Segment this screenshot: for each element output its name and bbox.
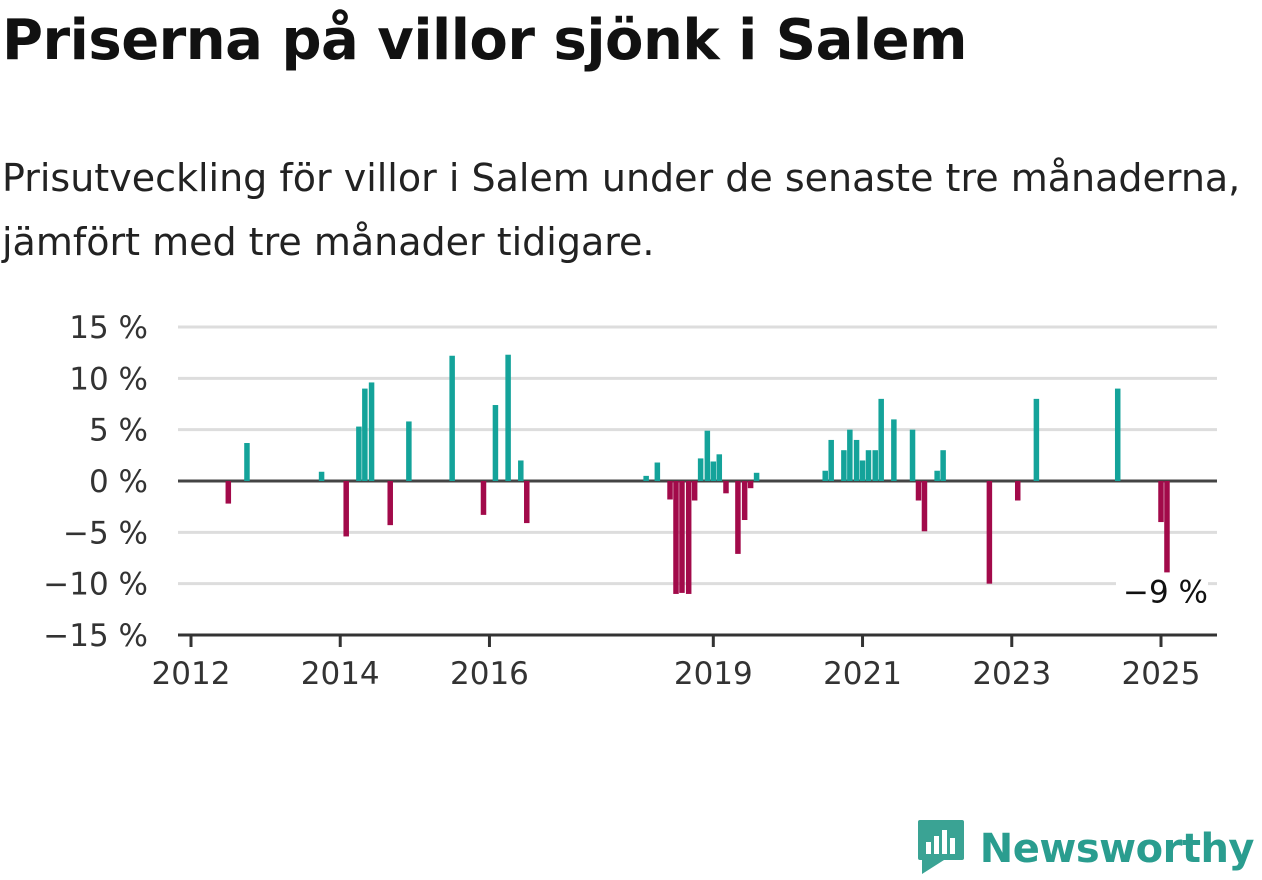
bar <box>1164 481 1170 574</box>
bar <box>368 382 375 481</box>
annotations: −9 % <box>1116 572 1208 615</box>
bar <box>841 450 847 481</box>
bar <box>853 439 860 481</box>
y-tick-label: 10 % <box>69 361 148 397</box>
bar <box>524 481 530 524</box>
bar-chart: 15 %10 %5 %0 %−5 %−10 %−15 % 2012 2014 201… <box>43 310 1217 692</box>
bar <box>891 419 897 481</box>
bar <box>828 439 834 481</box>
bar <box>654 462 661 481</box>
bar <box>685 481 692 594</box>
chart-subtitle: Prisutveckling för villor i Salem under … <box>2 156 1241 264</box>
x-tick-label: 2012 <box>152 656 231 692</box>
y-tick-label: 15 % <box>69 310 148 346</box>
x-tick-label: 2019 <box>674 656 753 692</box>
bar <box>244 443 250 481</box>
bar <box>449 355 455 481</box>
bar <box>934 470 940 481</box>
bar <box>723 481 729 494</box>
gridlines <box>178 325 1217 586</box>
x-axis: 2012 2014 2016 2019 2021 2023 2025 <box>152 633 1217 692</box>
x-tick-label: 2016 <box>450 656 529 692</box>
brand-name: Newsworthy <box>979 826 1255 872</box>
bar <box>878 398 884 481</box>
bar <box>940 450 946 481</box>
bar <box>697 458 704 481</box>
bar <box>865 450 872 481</box>
bar <box>343 481 349 537</box>
bar <box>225 481 232 504</box>
bar <box>679 481 685 593</box>
bar <box>741 481 748 521</box>
bar <box>643 475 649 481</box>
bar <box>518 460 524 481</box>
bar <box>362 388 368 481</box>
bar <box>1014 481 1021 501</box>
bar <box>1158 481 1164 523</box>
bar <box>747 481 754 489</box>
bar <box>986 481 993 584</box>
bar <box>673 481 679 594</box>
bar <box>716 454 723 481</box>
y-tick-label: 0 % <box>89 464 148 500</box>
bar <box>691 481 698 501</box>
bar <box>1114 388 1121 481</box>
y-tick-label: −5 % <box>63 515 148 551</box>
bar <box>710 461 717 481</box>
bar <box>387 481 393 526</box>
bar <box>915 481 922 501</box>
x-tick-label: 2014 <box>301 656 380 692</box>
x-tick-label: 2025 <box>1122 656 1201 692</box>
bar <box>822 470 828 481</box>
x-tick-label: 2021 <box>823 656 902 692</box>
annotation-label: −9 % <box>1123 574 1208 610</box>
y-tick-label: −15 % <box>43 618 148 654</box>
bar <box>872 450 878 481</box>
bar <box>480 481 487 515</box>
y-tick-label: 5 % <box>89 413 148 449</box>
newsworthy-logo-icon <box>916 818 966 880</box>
bar-series <box>225 354 1170 594</box>
brand: Newsworthy <box>916 818 1255 880</box>
bar <box>406 421 412 481</box>
bar <box>356 426 362 481</box>
bar <box>318 471 325 481</box>
bar <box>909 429 916 481</box>
bar <box>753 472 760 481</box>
bar <box>492 405 499 481</box>
bar <box>667 481 673 500</box>
annotation-bg <box>1116 572 1208 615</box>
x-tick-label: 2023 <box>972 656 1051 692</box>
bar <box>859 460 866 481</box>
bar <box>847 429 853 481</box>
y-tick-label: −10 % <box>43 567 148 603</box>
y-axis-ticks: 15 % 10 % 5 % 0 % −5 % −10 % −15 % <box>43 310 148 654</box>
bar <box>921 481 928 532</box>
bar <box>505 354 511 481</box>
bar <box>735 481 741 554</box>
bar <box>704 430 711 481</box>
bar <box>1033 398 1040 481</box>
chart-title: Priserna på villor sjönk i Salem <box>2 8 967 73</box>
